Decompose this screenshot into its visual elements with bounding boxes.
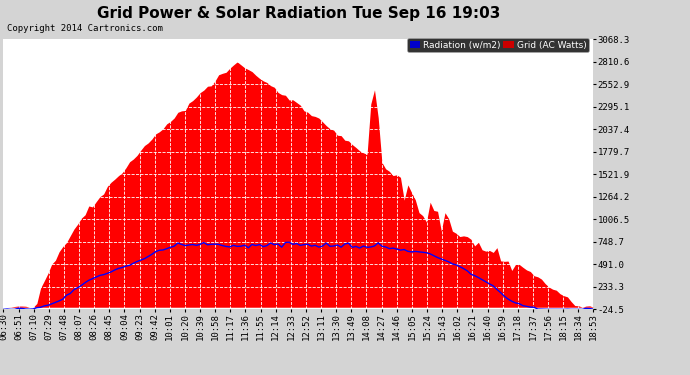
- Text: Grid Power & Solar Radiation Tue Sep 16 19:03: Grid Power & Solar Radiation Tue Sep 16 …: [97, 6, 500, 21]
- Legend: Radiation (w/m2), Grid (AC Watts): Radiation (w/m2), Grid (AC Watts): [407, 39, 589, 52]
- Text: Copyright 2014 Cartronics.com: Copyright 2014 Cartronics.com: [7, 24, 163, 33]
